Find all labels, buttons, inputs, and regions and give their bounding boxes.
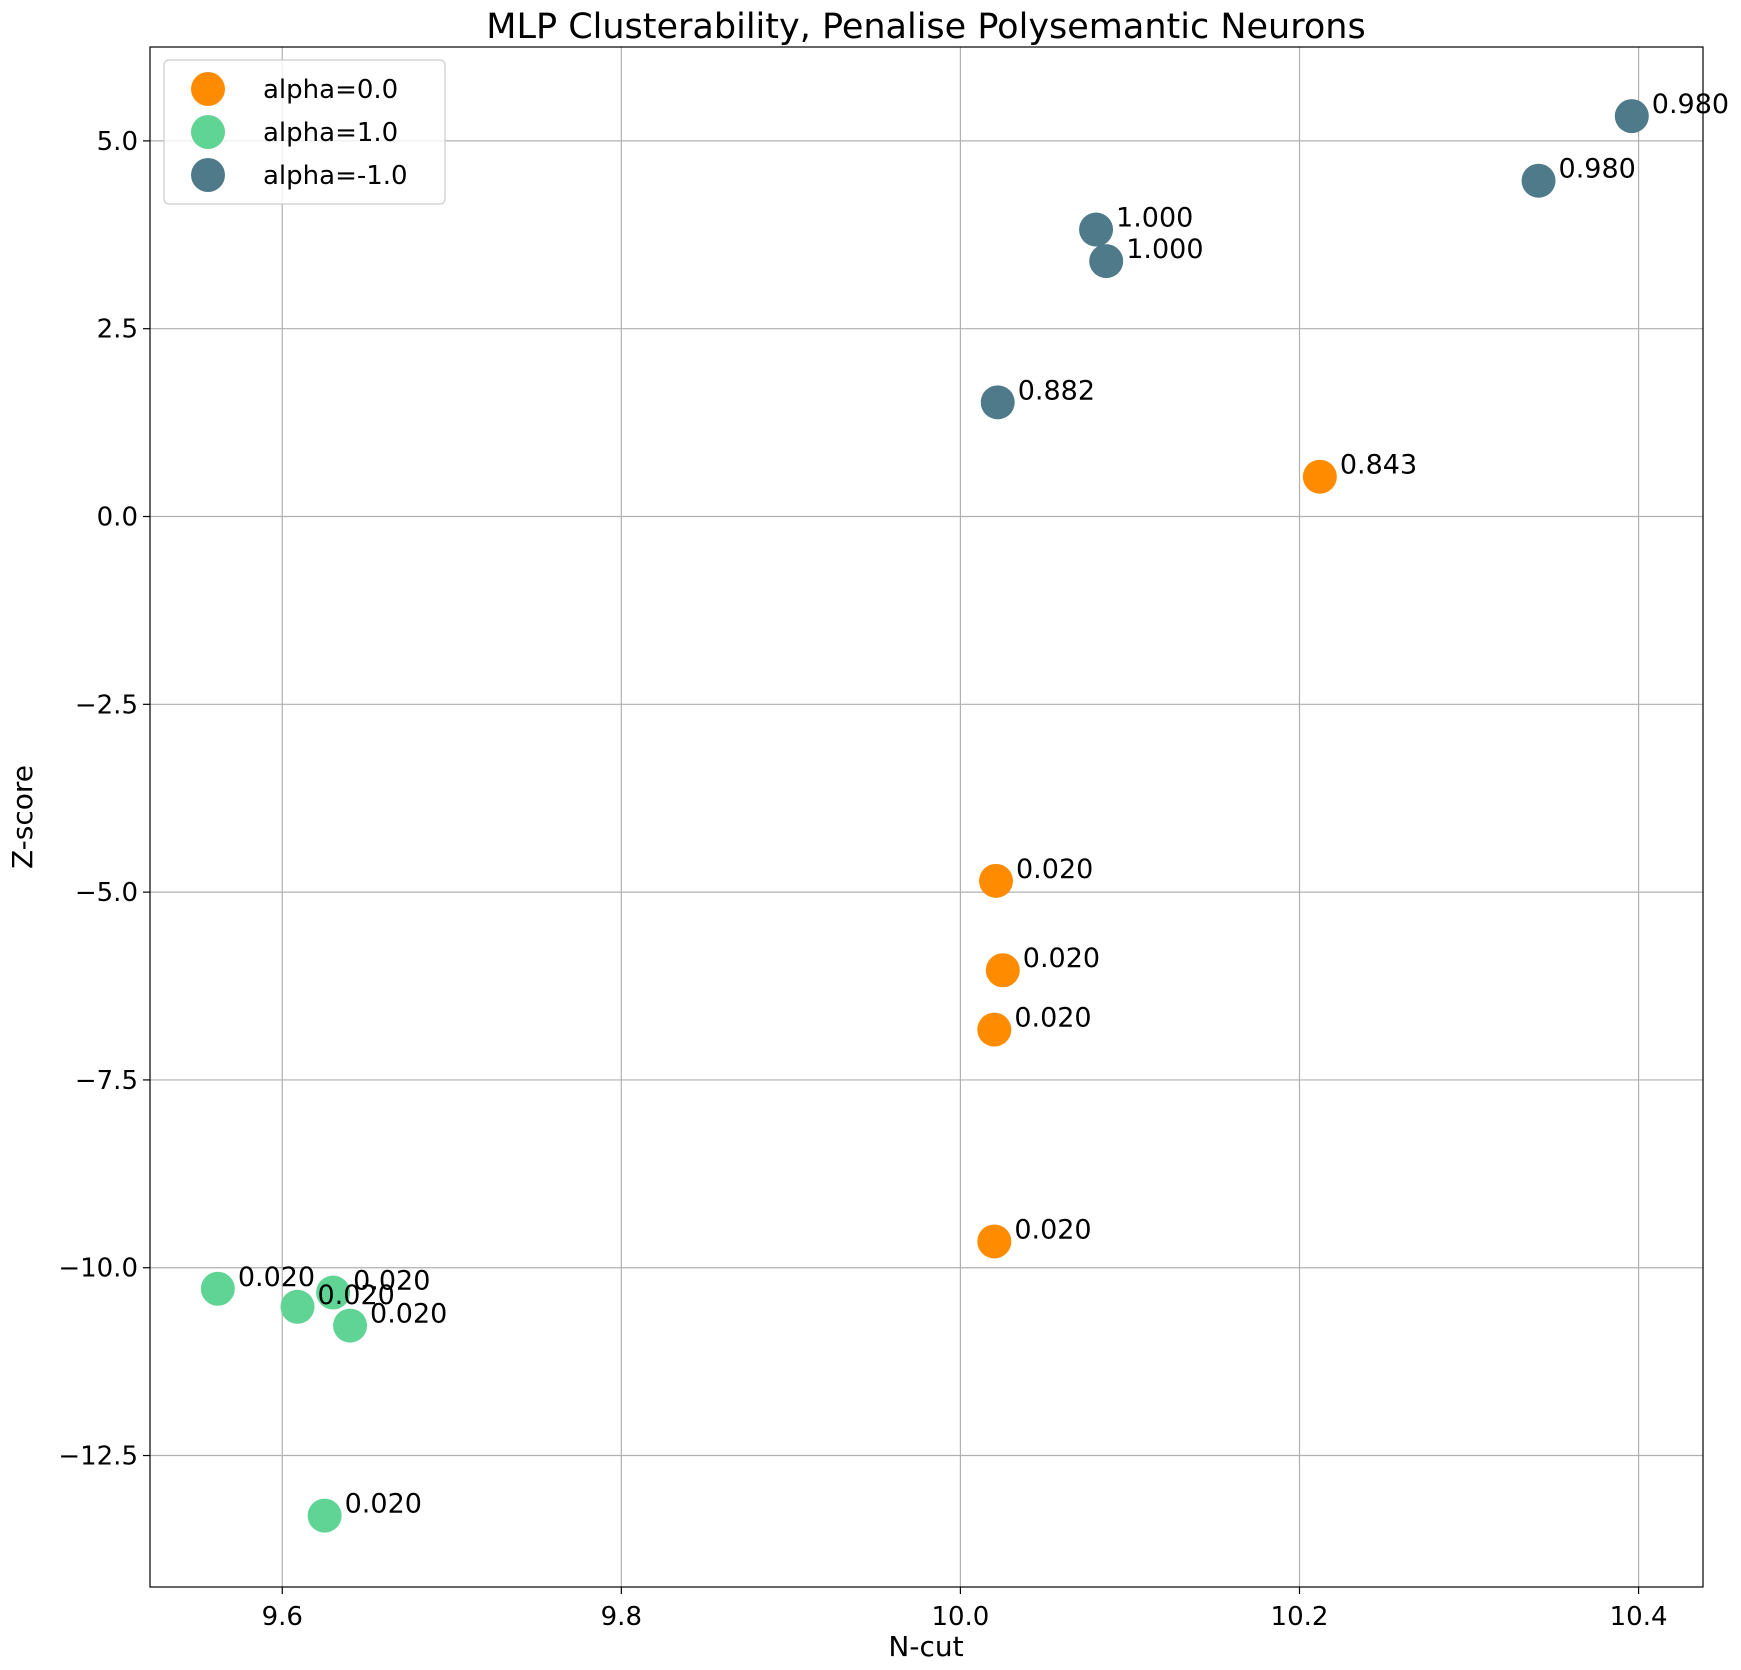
data-point-alpha=1.0: [200, 1271, 235, 1306]
y-tick-label: −2.5: [75, 690, 138, 720]
data-point-alpha=-1.0: [1614, 99, 1649, 134]
chart-title: MLP Clusterability, Penalise Polysemanti…: [486, 7, 1365, 47]
data-point-alpha=1.0: [333, 1308, 368, 1343]
legend-marker: [191, 72, 225, 106]
data-point-alpha=0.0: [977, 1224, 1012, 1259]
grid-lines: [150, 47, 1703, 1587]
y-tick-label: −5.0: [75, 878, 138, 908]
point-label: 0.020: [238, 1262, 315, 1293]
legend-marker: [191, 115, 225, 149]
x-tick-label: 10.2: [1271, 1602, 1329, 1632]
data-point-alpha=1.0: [307, 1498, 342, 1533]
x-axis-title: N-cut: [888, 1630, 963, 1663]
legend-box: [163, 59, 446, 205]
point-label: 1.000: [1126, 234, 1203, 265]
point-label: 0.020: [318, 1280, 395, 1311]
point-label: 0.020: [1014, 1003, 1091, 1034]
x-tick-label: 9.6: [262, 1602, 303, 1632]
data-point-alpha=1.0: [316, 1275, 351, 1310]
legend-label: alpha=-1.0: [263, 161, 408, 191]
x-tick-label: 9.8: [601, 1602, 642, 1632]
legend-label: alpha=0.0: [263, 75, 398, 105]
data-point-alpha=0.0: [985, 953, 1020, 988]
point-labels: 0.0200.0200.0200.0200.8430.0200.0200.020…: [238, 89, 1729, 1520]
point-label: 0.020: [370, 1299, 447, 1330]
data-point-alpha=0.0: [1302, 459, 1337, 494]
y-tick-label: 5.0: [97, 127, 138, 157]
data-point-alpha=-1.0: [1089, 244, 1124, 279]
x-tick-label: 10.4: [1610, 1602, 1668, 1632]
point-label: 0.020: [1016, 854, 1093, 885]
y-tick-label: −10.0: [58, 1254, 138, 1284]
data-point-alpha=0.0: [979, 863, 1014, 898]
plot-frame: [149, 46, 1704, 1588]
data-point-alpha=-1.0: [1079, 212, 1114, 247]
legend-marker: [191, 158, 225, 192]
y-tick-label: −7.5: [75, 1066, 138, 1096]
data-point-alpha=-1.0: [980, 385, 1015, 420]
point-label: 0.020: [1014, 1214, 1091, 1245]
axis-ticks: 9.6 9.8 10.0 10.2 10.4 −12.5 −10.0 −7.5 −5.0 −2.5…: [58, 127, 1667, 1632]
point-label: 0.980: [1652, 89, 1729, 120]
legend: alpha=0.0 alpha=1.0 alpha=-1.0: [163, 59, 446, 205]
data-point-alpha=0.0: [977, 1012, 1012, 1047]
point-label: 0.020: [353, 1266, 430, 1297]
y-tick-label: −12.5: [58, 1442, 138, 1472]
x-tick-label: 10.0: [931, 1602, 989, 1632]
y-tick-label: 0.0: [97, 503, 138, 533]
point-label: 0.882: [1018, 375, 1095, 406]
data-point-alpha=-1.0: [1521, 163, 1556, 198]
point-label: 1.000: [1116, 203, 1193, 234]
y-tick-label: 2.5: [97, 315, 138, 345]
legend-label: alpha=1.0: [263, 118, 398, 148]
point-label: 0.020: [345, 1489, 422, 1520]
point-label: 0.843: [1340, 450, 1417, 481]
y-axis-title: Z-score: [6, 765, 39, 869]
point-label: 0.980: [1559, 154, 1636, 185]
point-label: 0.020: [1023, 943, 1100, 974]
data-point-alpha=1.0: [280, 1289, 315, 1324]
data-points: [200, 99, 1649, 1533]
